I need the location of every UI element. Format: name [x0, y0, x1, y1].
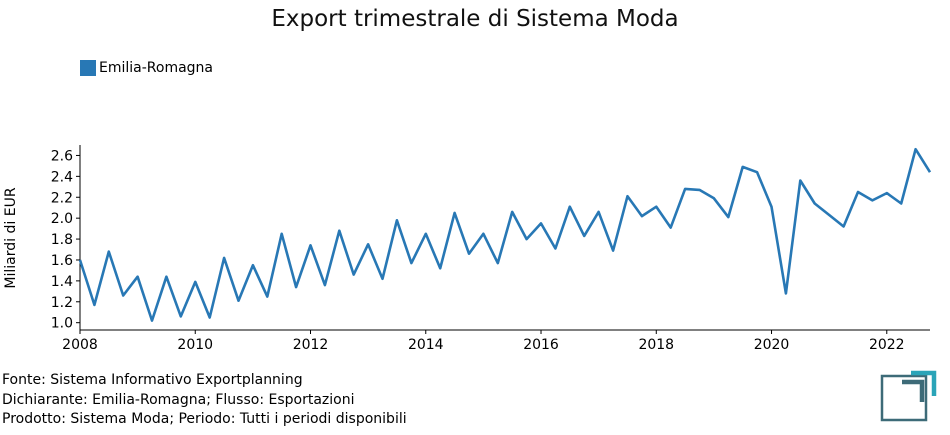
- exportplanning-logo: [880, 370, 937, 422]
- y-tick-label: 2.2: [51, 190, 73, 206]
- y-tick-label: 1.6: [51, 253, 73, 269]
- chart-series: [78, 147, 932, 322]
- y-tick-label: 1.4: [51, 274, 73, 290]
- x-tick-label: 2010: [177, 337, 213, 353]
- y-axis-label: Miliardi di EUR: [3, 187, 19, 288]
- y-tick-label: 1.2: [51, 295, 73, 311]
- chart-axes: [79, 145, 930, 331]
- legend-swatch: [80, 60, 96, 76]
- line-chart: 1.0 1.2 1.4 1.6 1.8 2.0 2.2 2.4 2.6 2008 2010 2012 2…: [3, 145, 932, 353]
- x-tick-label: 2022: [869, 337, 905, 353]
- x-tick-label: 2018: [638, 337, 674, 353]
- x-tick-label: 2016: [523, 337, 559, 353]
- y-tick-label: 2.6: [51, 148, 73, 164]
- x-tick-label: 2008: [62, 337, 98, 353]
- y-tick-label: 2.0: [51, 211, 73, 227]
- series-line-emilia-romagna: [78, 147, 932, 322]
- chart-legend: Emilia-Romagna: [80, 60, 213, 76]
- source-line: Fonte: Sistema Informativo Exportplannin…: [2, 372, 303, 388]
- chart-ticks: 1.0 1.2 1.4 1.6 1.8 2.0 2.2 2.4 2.6 2008 2010 2012 2…: [51, 148, 905, 353]
- y-tick-label: 1.0: [51, 316, 73, 332]
- y-tick-label: 2.4: [51, 169, 73, 185]
- chart-title: Export trimestrale di Sistema Moda: [271, 6, 679, 32]
- legend-label: Emilia-Romagna: [99, 60, 214, 76]
- x-tick-label: 2020: [754, 337, 790, 353]
- y-tick-label: 1.8: [51, 232, 73, 248]
- product-line: Prodotto: Sistema Moda; Periodo: Tutti i…: [2, 411, 407, 427]
- declarant-line: Dichiarante: Emilia-Romagna; Flusso: Esp…: [2, 391, 355, 408]
- x-tick-label: 2014: [408, 337, 444, 353]
- x-tick-label: 2012: [293, 337, 329, 353]
- source-notes: Fonte: Sistema Informativo Exportplannin…: [2, 371, 407, 430]
